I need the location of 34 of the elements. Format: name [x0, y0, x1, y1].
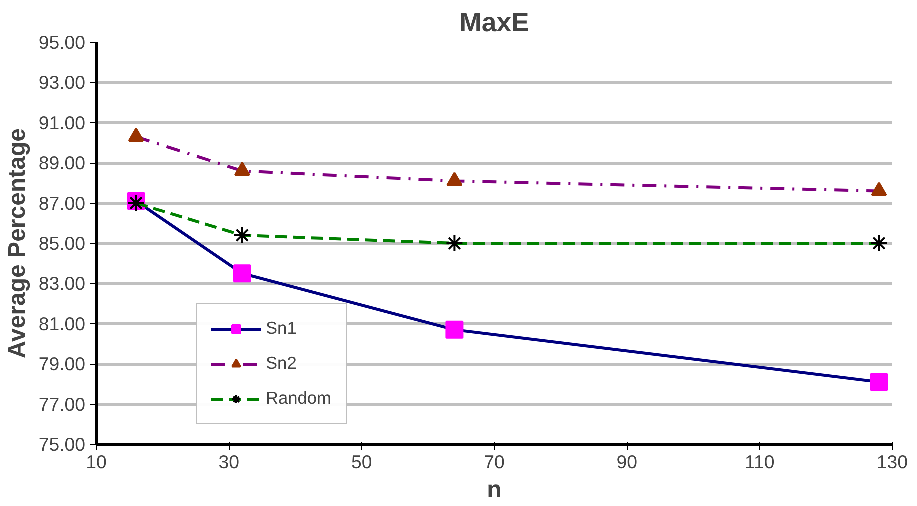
point [870, 373, 888, 392]
y-tick-label: 85.00 [38, 233, 86, 254]
x-tick-label: 110 [744, 452, 775, 472]
x-tick-label: 70 [484, 452, 505, 472]
chart-title: MaxE [460, 8, 530, 38]
legend-label: Sn2 [266, 353, 297, 374]
y-tick-label: 87.00 [38, 192, 86, 214]
x-tick-label: 30 [218, 452, 240, 472]
y-tick-label: 81.00 [38, 313, 86, 334]
point [446, 320, 464, 339]
point [446, 234, 464, 252]
point [233, 264, 252, 283]
point [871, 182, 888, 196]
y-axis-title: Average Percentage [4, 128, 31, 358]
y-tick-label: 83.00 [38, 273, 86, 294]
y-tick-label: 77.00 [38, 394, 86, 415]
x-axis-title: n [487, 476, 502, 504]
x-tick-label: 130 [876, 452, 908, 472]
x-tick-label: 90 [616, 452, 638, 472]
y-tick-label: 89.00 [38, 152, 86, 174]
x-tick-label: 50 [351, 452, 372, 472]
y-tick-label: 95.00 [38, 32, 86, 53]
legend-label: Random [266, 388, 332, 409]
point [446, 172, 463, 186]
y-tick-label: 91.00 [38, 112, 86, 134]
y-tick-label: 93.00 [38, 72, 86, 94]
point [233, 226, 252, 244]
legend-label: Sn1 [266, 318, 297, 339]
y-tick-label: 79.00 [38, 354, 86, 375]
x-tick-label: 10 [86, 452, 107, 472]
point [870, 234, 888, 252]
y-tick-label: 75.00 [38, 434, 86, 455]
point [128, 128, 144, 142]
point [234, 162, 250, 176]
